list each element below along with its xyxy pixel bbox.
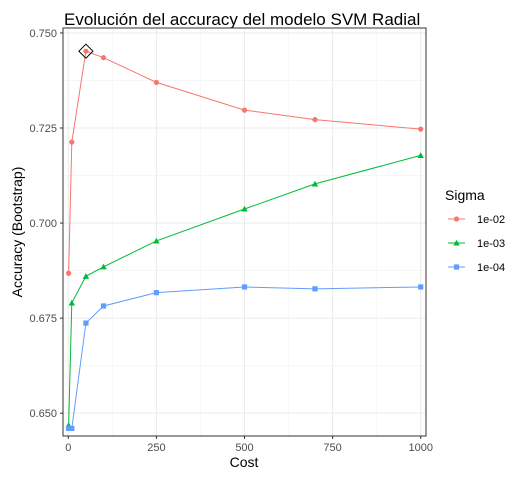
data-point — [83, 48, 89, 54]
legend-items: 1e-02 1e-03 1e-04 — [448, 214, 505, 274]
series-line — [68, 50, 421, 274]
data-point — [100, 303, 107, 309]
x-tick-label: 750 — [323, 442, 341, 454]
data-point — [153, 79, 159, 85]
legend-key-marker — [453, 239, 460, 246]
series-layer — [65, 48, 424, 431]
data-point — [100, 55, 107, 61]
y-tick-label: 0.650 — [29, 408, 57, 420]
series-1e-03 — [65, 152, 424, 428]
data-point — [241, 107, 248, 113]
series-line — [68, 286, 421, 429]
legend-label: 1e-04 — [477, 262, 505, 274]
legend-label: 1e-03 — [477, 238, 505, 250]
series-line — [68, 154, 421, 426]
data-point — [100, 263, 107, 270]
x-tick-label: 0 — [65, 442, 71, 454]
data-point — [241, 205, 248, 212]
data-point — [82, 273, 90, 279]
legend-title: Sigma — [445, 187, 485, 203]
data-point — [153, 237, 160, 244]
legend-key-marker — [453, 264, 460, 270]
data-point — [312, 117, 318, 123]
x-tick-label: 1000 — [408, 442, 432, 454]
series-1e-04 — [66, 284, 424, 431]
legend-item: 1e-02 — [448, 214, 505, 226]
data-point — [69, 139, 75, 145]
x-tick-label: 500 — [235, 442, 253, 454]
chart-title: Evolución del accuracy del modelo SVM Ra… — [64, 10, 420, 29]
x-axis-ticks: 0 250 500 750 1000 — [65, 436, 433, 454]
data-point — [66, 270, 72, 276]
best-point-diamond — [78, 43, 94, 59]
legend-item: 1e-03 — [448, 238, 505, 250]
data-point — [153, 290, 159, 296]
data-point — [66, 425, 72, 431]
data-point — [418, 284, 424, 290]
data-point — [312, 286, 318, 292]
data-point — [69, 425, 75, 431]
data-point — [68, 299, 76, 306]
legend-item: 1e-04 — [448, 262, 505, 274]
y-tick-label: 0.675 — [29, 313, 57, 325]
y-tick-label: 0.725 — [29, 123, 57, 135]
data-point — [241, 284, 248, 290]
data-point — [311, 180, 319, 187]
series-1e-02 — [66, 48, 424, 276]
y-axis-ticks: 0.650 0.675 0.700 0.725 0.750 — [29, 28, 63, 420]
x-axis-title: Cost — [230, 454, 259, 470]
data-point — [418, 126, 424, 132]
x-tick-label: 250 — [147, 442, 165, 454]
legend-key-marker — [453, 216, 460, 222]
legend: Sigma 1e-02 1e-03 1e-04 — [445, 187, 505, 274]
data-point — [83, 320, 89, 326]
y-axis-title: Accuracy (Bootstrap) — [9, 167, 25, 298]
data-point — [417, 152, 424, 158]
grid-major — [63, 28, 426, 436]
y-tick-label: 0.750 — [29, 28, 57, 40]
highlight-layer — [78, 43, 94, 59]
legend-label: 1e-02 — [477, 214, 505, 226]
y-tick-label: 0.700 — [29, 218, 57, 230]
